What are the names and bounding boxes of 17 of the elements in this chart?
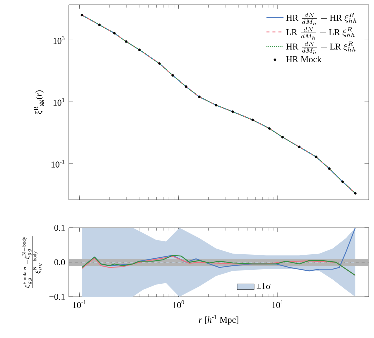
legend-label: HR Mock	[286, 56, 322, 63]
y-tick-label: 10$^{3}$	[54, 36, 65, 44]
legend-label: $\mathrm{HR}\ \frac{dN}{dM_h}+\mathrm{HR}\ \xi^{R}_{hh}$	[286, 13, 357, 26]
legend-label: $\mathrm{LR}\ \frac{dN}{dM_h}+\mathrm{LR}\ \xi^{R}_{hh}$	[286, 27, 355, 40]
y-axis-title: $\frac{\xi_{gg}^{\rm Emulated}-\xi_{gg}^{\rm N-body}}{\xi_{gg}^{\rm N-body}}$	[22, 236, 42, 288]
x-tick-label: 10$^{0}$	[173, 300, 184, 308]
legend-label: $\mathrm{HR}\ \frac{dN}{dM_h}+\mathrm{LR}\ \xi^{R}_{hh}$	[286, 42, 356, 54]
x-tick-label: 10$^{1}$	[272, 300, 284, 308]
x-axis-title: r [h$^{-1}$ Mpc]	[199, 315, 239, 325]
legend-label: ±1σ	[256, 283, 271, 290]
y-tick-label: 0.0	[54, 259, 66, 266]
y-axis-title: ξ$^{R}$$_{gg}$(r)	[34, 90, 44, 114]
x-tick-label: 10$^{-1}$	[73, 300, 86, 308]
y-tick-label: 0.1	[54, 224, 65, 232]
y-tick-label: 10$^{1}$	[54, 98, 65, 106]
y-tick-label: 10$^{-1}$	[52, 160, 65, 168]
y-tick-label: −0.1	[50, 294, 65, 300]
